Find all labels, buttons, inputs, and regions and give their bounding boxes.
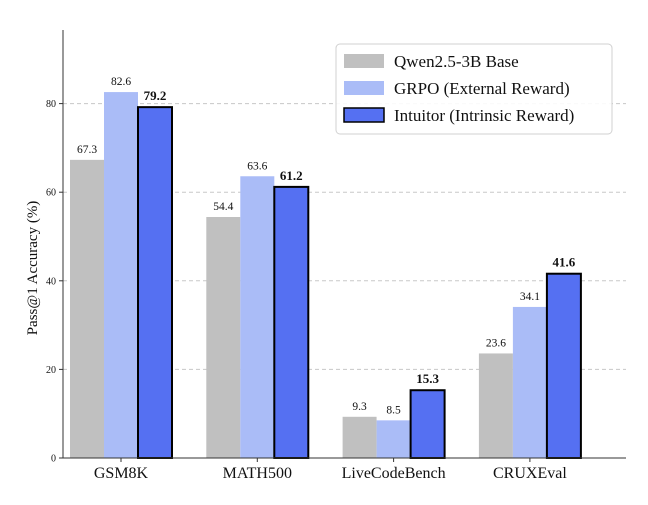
bar	[478, 353, 513, 458]
data-label: 79.2	[144, 88, 167, 103]
bar	[376, 420, 411, 458]
bar	[409, 389, 446, 460]
bars	[70, 92, 582, 460]
bar	[342, 416, 377, 458]
legend-label: Intuitor (Intrinsic Reward)	[394, 106, 574, 125]
data-label: 8.5	[386, 404, 401, 416]
y-tick-label: 0	[51, 454, 56, 465]
y-axis-label: Pass@1 Accuracy (%)	[25, 201, 41, 336]
data-label: 9.3	[352, 401, 367, 413]
data-label: 34.1	[520, 291, 540, 303]
legend-swatch	[344, 54, 384, 68]
bar	[545, 272, 582, 459]
data-label: 61.2	[280, 168, 303, 183]
bar	[240, 176, 275, 458]
data-label: 15.3	[416, 371, 439, 386]
data-label: 23.6	[486, 337, 506, 349]
legend-swatch	[343, 107, 385, 123]
data-label: 82.6	[111, 76, 131, 88]
bar	[512, 306, 547, 458]
data-label: 41.6	[553, 255, 576, 270]
legend-label: GRPO (External Reward)	[394, 79, 570, 98]
bar	[104, 92, 138, 458]
bar	[273, 185, 310, 459]
data-labels: 67.3 82.6 79.2 54.4 63.6 61.2 9.3 8.5 15.3 23.6 34…	[77, 76, 576, 416]
legend-swatch	[344, 81, 384, 95]
bar	[70, 159, 104, 458]
legend: Qwen2.5-3B Base GRPO (External Reward) Int…	[335, 43, 613, 135]
y-tick-label: 80	[46, 99, 56, 110]
data-label: 63.6	[247, 160, 267, 172]
y-tick-label: 60	[46, 188, 56, 199]
x-tick-label: GSM8K	[94, 465, 149, 482]
data-label: 67.3	[77, 144, 97, 156]
bar	[137, 106, 173, 459]
bar	[206, 217, 241, 458]
legend-label: Qwen2.5-3B Base	[394, 52, 519, 71]
x-tick-label: LiveCodeBench	[342, 465, 446, 482]
x-tick-label: CRUXEval	[493, 465, 567, 482]
y-tick-label: 40	[46, 276, 56, 287]
x-tick-label: MATH500	[223, 465, 292, 482]
axes: 0 20 40 60 80 GSM8K MATH500 LiveCodeBench CRUXEv…	[46, 30, 626, 482]
data-label: 54.4	[213, 201, 233, 213]
y-tick-label: 20	[46, 365, 56, 376]
legend-box	[335, 43, 613, 135]
